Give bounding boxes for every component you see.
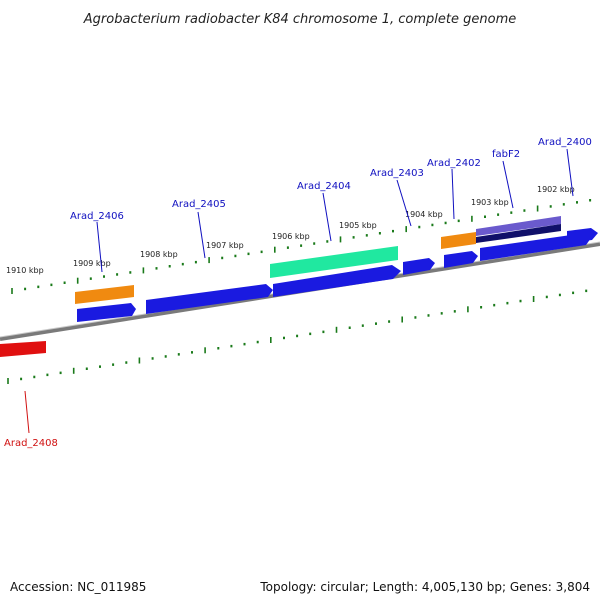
leader-arad-2408 <box>24 390 30 434</box>
label-arad-2405[interactable]: Arad_2405 <box>172 199 226 210</box>
gene-fabf2-blue[interactable] <box>480 233 591 261</box>
scale-label-1908: 1908 kbp <box>140 250 178 259</box>
gene-fabf2-purple[interactable] <box>476 216 561 236</box>
gene-arad-2406-orange[interactable] <box>75 285 134 304</box>
gene-arad-2404-teal[interactable] <box>270 246 398 278</box>
label-arad-2408[interactable]: Arad_2408 <box>4 438 58 449</box>
lower-tick-track <box>7 289 588 384</box>
scale-label-1906: 1906 kbp <box>272 232 310 241</box>
leader-arad-2406 <box>96 221 103 273</box>
gene-arad-2402-blue[interactable] <box>444 251 478 268</box>
gene-arad-2403[interactable] <box>403 258 435 275</box>
label-arad-2403[interactable]: Arad_2403 <box>370 168 424 179</box>
leader-arad-2404 <box>322 192 332 242</box>
scale-label-1909: 1909 kbp <box>73 259 111 268</box>
leader-arad-2405 <box>197 211 206 259</box>
label-arad-2406[interactable]: Arad_2406 <box>70 211 124 222</box>
scale-labels: 1910 kbp 1909 kbp 1908 kbp 1907 kbp 1906… <box>6 185 575 275</box>
gene-arad-2404-blue[interactable] <box>273 265 401 297</box>
leader-arad-2400 <box>566 148 574 197</box>
scale-label-1905: 1905 kbp <box>339 221 377 230</box>
scale-label-1902: 1902 kbp <box>537 185 575 194</box>
topology-text: Topology: circular; Length: 4,005,130 bp… <box>260 580 590 594</box>
scale-label-1910: 1910 kbp <box>6 266 44 275</box>
gene-arad-2400[interactable] <box>567 228 598 243</box>
scale-label-1907: 1907 kbp <box>206 241 244 250</box>
gene-arad-2402-orange[interactable] <box>441 232 476 249</box>
leader-arad-2402 <box>451 168 455 220</box>
scale-label-1904: 1904 kbp <box>405 210 443 219</box>
scale-label-1903: 1903 kbp <box>471 198 509 207</box>
label-fabf2[interactable]: fabF2 <box>492 149 520 160</box>
upper-tick-track <box>11 199 592 294</box>
label-arad-2404[interactable]: Arad_2404 <box>297 181 351 192</box>
feature-genes <box>0 216 561 357</box>
label-arad-2400[interactable]: Arad_2400 <box>538 137 592 148</box>
gene-fabf2-navy[interactable] <box>476 224 561 243</box>
gene-arad-2408[interactable] <box>0 341 46 357</box>
gene-labels: Arad_2406 Arad_2405 Arad_2404 Arad_2403 … <box>4 137 592 449</box>
leader-fabf2 <box>502 160 514 209</box>
gene-arad-2405[interactable] <box>146 284 273 314</box>
label-arad-2402[interactable]: Arad_2402 <box>427 158 481 169</box>
forward-strand-genes <box>77 228 598 322</box>
map-title: Agrobacterium radiobacter K84 chromosome… <box>83 12 516 27</box>
gene-arad-2406-blue[interactable] <box>77 303 136 322</box>
accession-text: Accession: NC_011985 <box>10 580 147 594</box>
leader-arad-2403 <box>396 179 412 227</box>
